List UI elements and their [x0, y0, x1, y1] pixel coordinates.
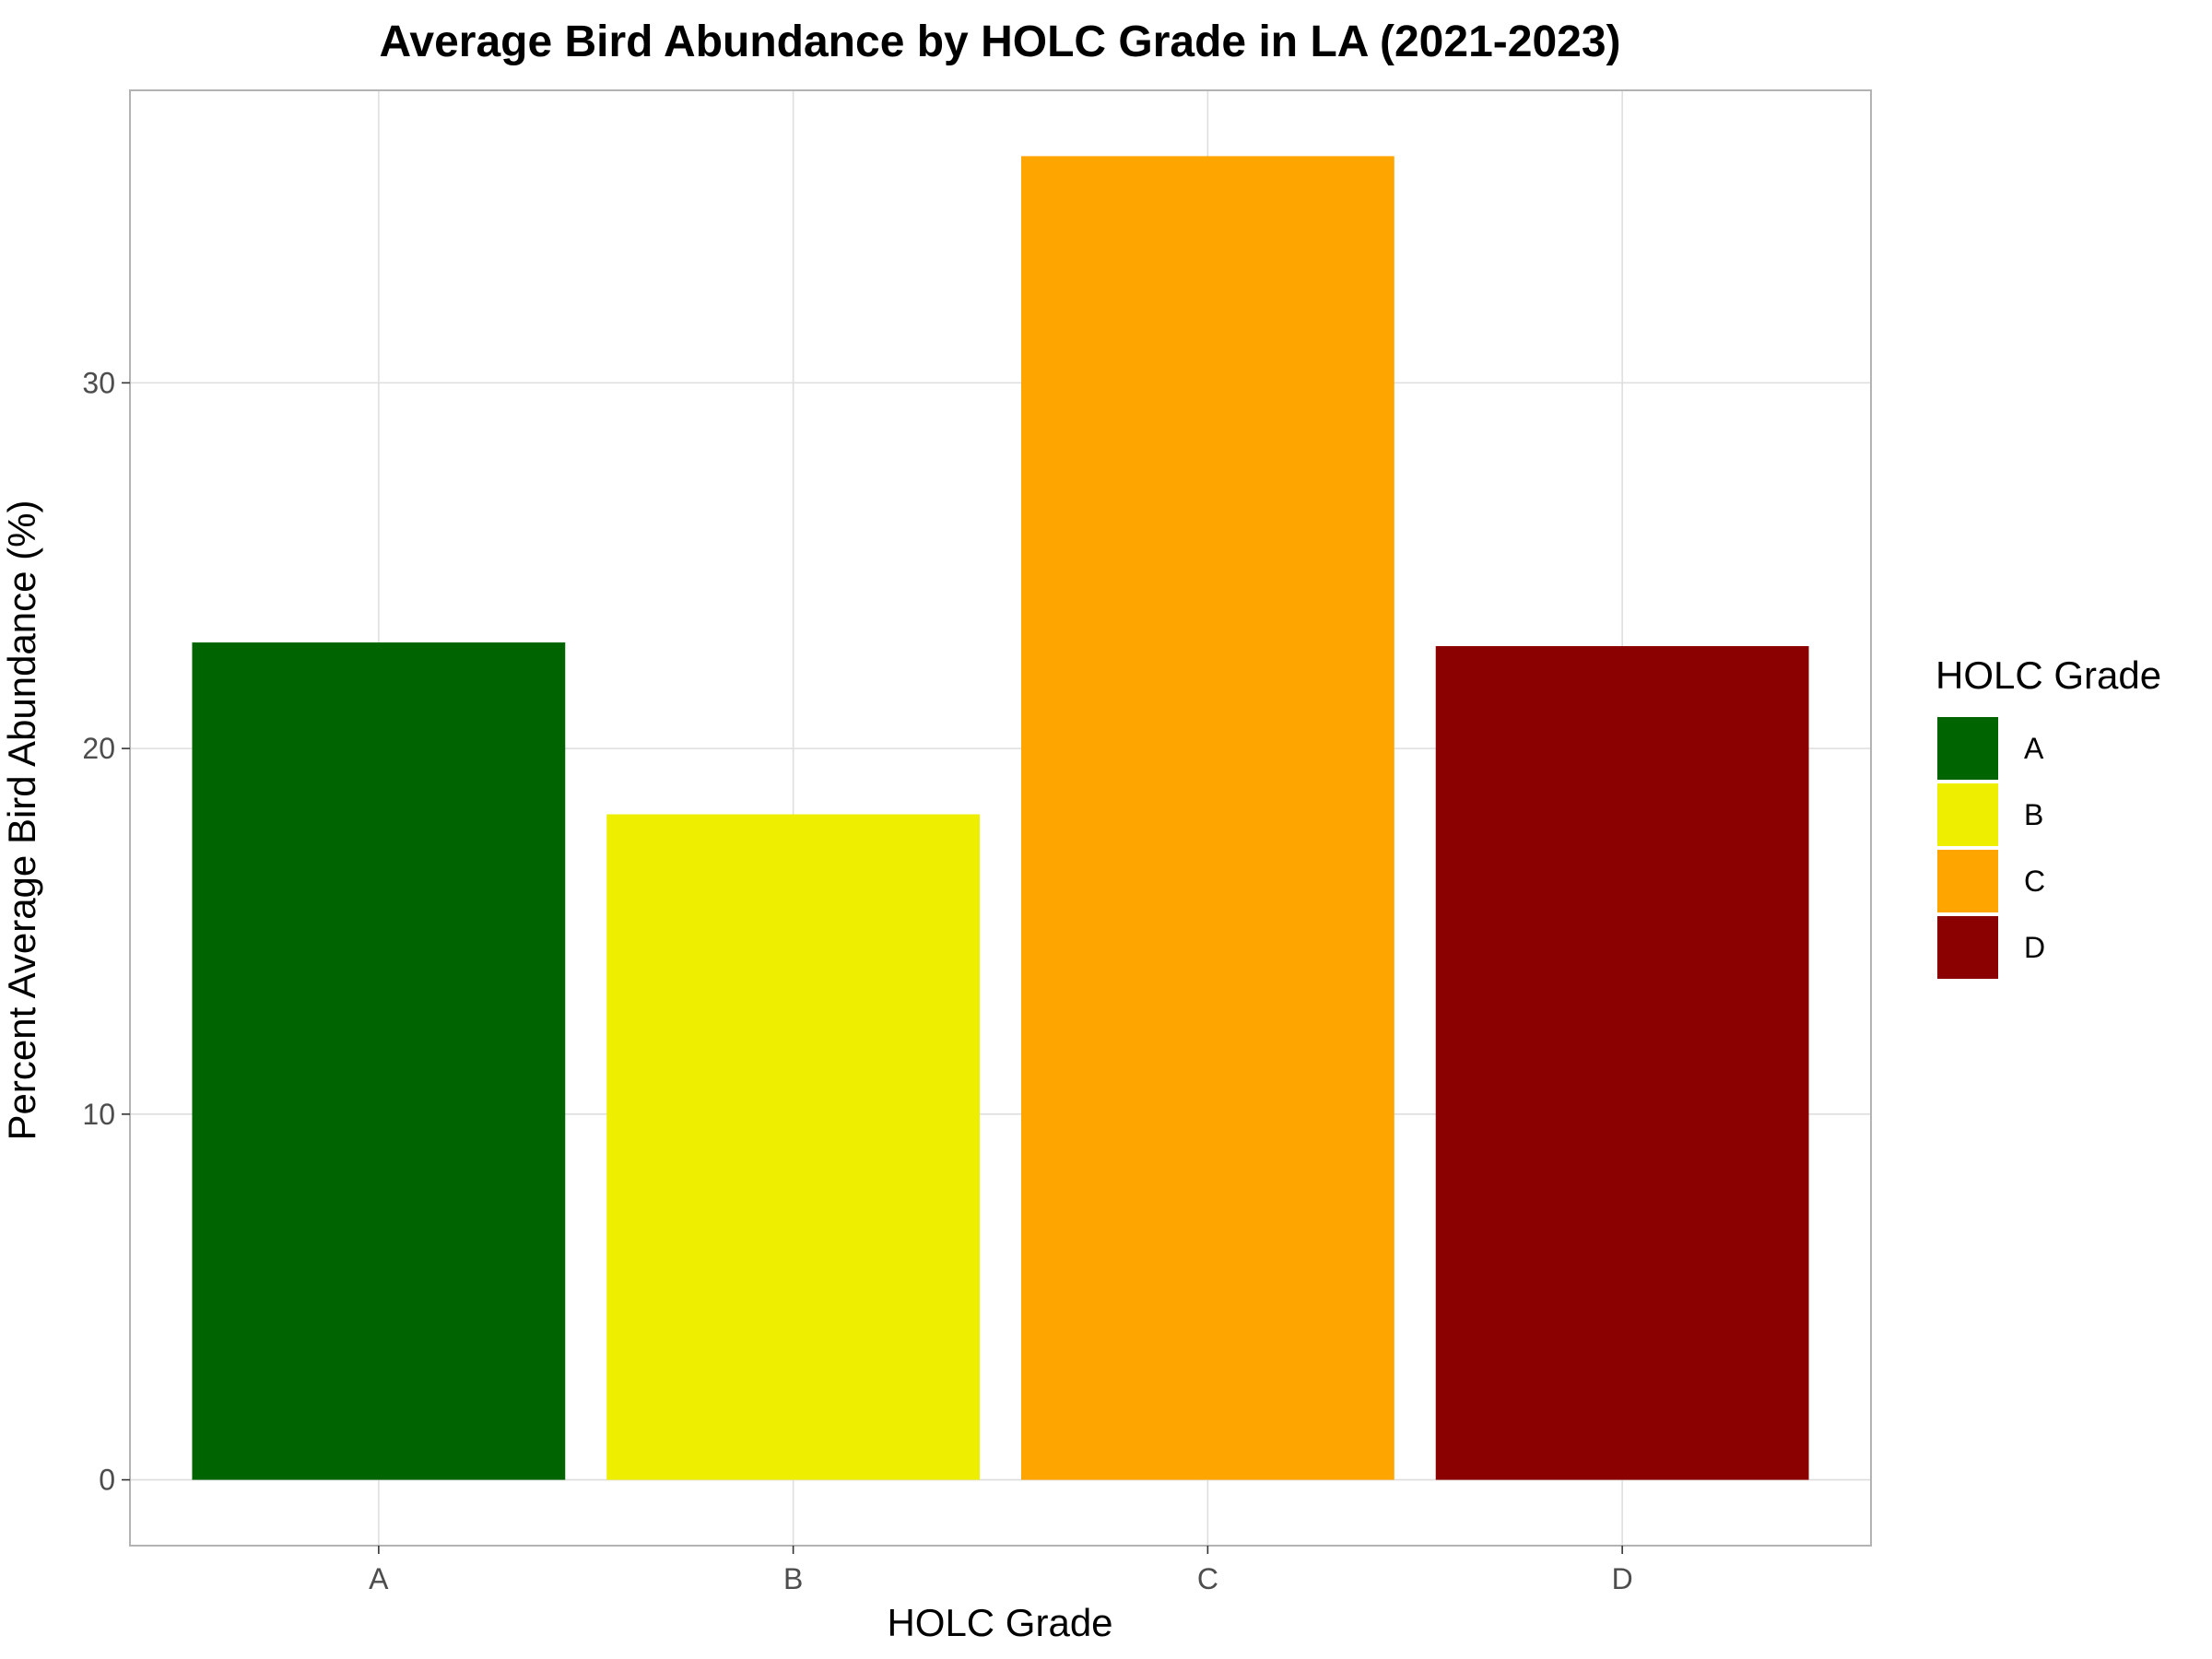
x-tick-label: A [369, 1562, 389, 1595]
bar-a [192, 642, 566, 1480]
x-axis-title: HOLC Grade [887, 1601, 1112, 1644]
legend-key-b [1937, 783, 1998, 846]
legend-label-c: C [2024, 865, 2045, 898]
bars [192, 156, 1809, 1480]
legend-label-a: A [2024, 732, 2044, 765]
legend-key-c [1937, 850, 1998, 912]
bar-d [1435, 646, 1809, 1480]
y-tick-label: 30 [82, 366, 115, 399]
chart-title: Average Bird Abundance by HOLC Grade in … [379, 18, 1620, 66]
legend-key-a [1937, 717, 1998, 780]
bar-b [606, 814, 981, 1480]
y-tick-label: 0 [99, 1464, 115, 1497]
x-tick-label: C [1197, 1562, 1218, 1595]
y-tick-label: 20 [82, 732, 115, 765]
bar-c [1020, 156, 1394, 1480]
y-axis-title: Percent Average Bird Abundance (%) [0, 500, 43, 1141]
legend-label-d: D [2024, 931, 2045, 964]
legend: HOLC Grade AB CD [1936, 653, 2161, 979]
legend-key-d [1937, 916, 1998, 979]
plot-panel-border [129, 89, 1872, 1547]
legend-title: HOLC Grade [1936, 653, 2161, 697]
legend-label-b: B [2024, 798, 2043, 831]
x-tick-label: D [1612, 1562, 1633, 1595]
x-tick-label: B [783, 1562, 803, 1595]
axes: 0 10 20 30 A B C D [82, 366, 1632, 1595]
y-tick-label: 10 [82, 1098, 115, 1131]
